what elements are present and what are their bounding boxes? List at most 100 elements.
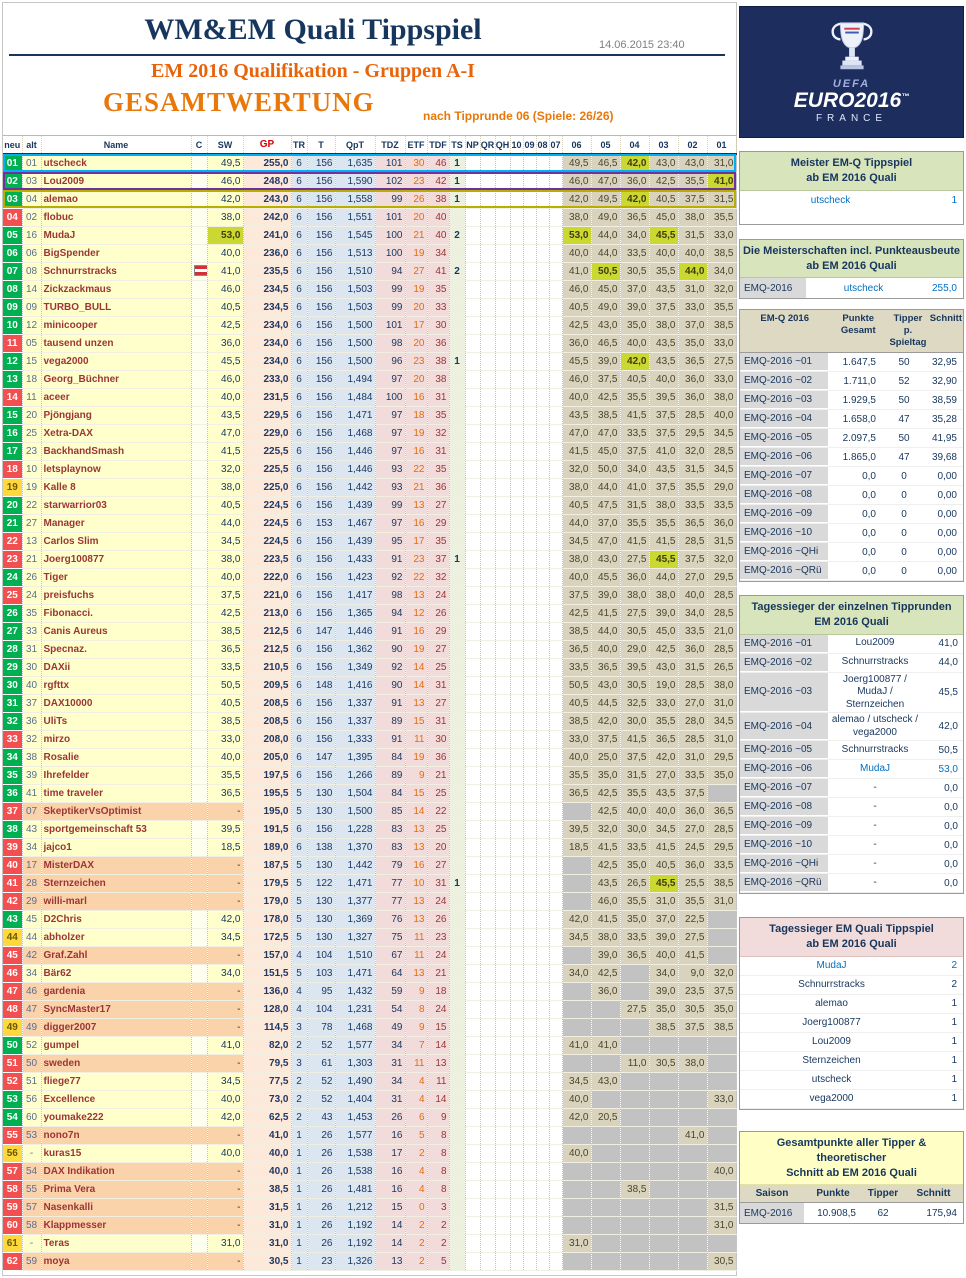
- ts-cell: [449, 856, 466, 875]
- table-row: 28 31 Specnaz. 36,5 212,5 6 156 1,362 90 19 27 36,5…: [3, 640, 737, 659]
- tips-count-cell: 156: [307, 586, 336, 605]
- tdf-cell: 46: [427, 154, 450, 173]
- round-score-cell: 50,0: [591, 460, 621, 479]
- country-cell: [191, 424, 208, 443]
- round-score-cell: 40,0: [591, 640, 621, 659]
- np-cell: [465, 766, 481, 785]
- tips-count-cell: 156: [307, 280, 336, 299]
- qh-cell: [495, 154, 511, 173]
- round-score-cell: 30,5: [707, 1252, 737, 1271]
- qr-cell: [480, 658, 496, 677]
- rounds-count-cell: 6: [291, 730, 308, 749]
- country-cell: [191, 1252, 208, 1271]
- winner-name: Schnurrstracks: [841, 743, 909, 755]
- tips-count-cell: 156: [307, 424, 336, 443]
- round-score-cell: 40,5: [649, 856, 679, 875]
- round-score-cell: 46,5: [591, 334, 621, 353]
- day-winners-title: Tagessieger EM Quali Tippspiel ab EM 201…: [740, 918, 963, 957]
- ts-cell: [449, 1072, 466, 1091]
- round-score-cell: 31,0: [707, 1216, 737, 1235]
- tdz-cell: 84: [375, 748, 406, 767]
- country-cell: [191, 388, 208, 407]
- stats-rows: EMQ-2016 ~01 1.647,5 50 32,95 EMQ-2016 ~02 1.…: [740, 353, 963, 581]
- round-score-cell: 41,0: [562, 262, 592, 281]
- rank-cell: 12: [3, 352, 23, 371]
- winner-points: 44,0: [938, 657, 958, 669]
- ts-cell: [449, 1198, 466, 1217]
- current-round-score-cell: 49,5: [207, 154, 244, 173]
- qr-cell: [480, 190, 496, 209]
- round-score-cell: 44,0: [591, 622, 621, 641]
- round-score-cell: 36,0: [678, 802, 708, 821]
- round10-cell: [510, 1234, 524, 1253]
- round08-cell: [536, 298, 550, 317]
- round-score-cell: 42,5: [591, 802, 621, 821]
- player-name-cell: mirzo: [41, 730, 192, 749]
- qh-cell: [495, 1108, 511, 1127]
- round-score-cell: [649, 1234, 679, 1253]
- total-points-cell: 213,0: [243, 604, 292, 623]
- round-score-cell: [620, 1090, 650, 1109]
- player-name-cell: fliege77: [41, 1072, 192, 1091]
- round-score-cell: 37,0: [620, 280, 650, 299]
- average-value: 0,00: [937, 489, 957, 501]
- round-score-cell: 37,5: [620, 748, 650, 767]
- np-cell: [465, 748, 481, 767]
- current-round-score-cell: 41,5: [207, 442, 244, 461]
- etf-cell: 17: [405, 532, 428, 551]
- tdz-cell: 94: [375, 604, 406, 623]
- winner-name: -: [873, 800, 877, 812]
- table-row: 24 26 Tiger 40,0 222,0 6 156 1,423 92 22 32 40,0 45,…: [3, 568, 737, 587]
- winner-points: 0,0: [944, 877, 958, 889]
- total-points-cell: 210,5: [243, 658, 292, 677]
- np-cell: [465, 172, 481, 191]
- points-per-tip-cell: 1,395: [335, 748, 376, 767]
- round-score-cell: 46,0: [562, 280, 592, 299]
- country-cell: [191, 1090, 208, 1109]
- current-round-score-cell: 38,5: [207, 712, 244, 731]
- qr-cell: [480, 550, 496, 569]
- rounds-count-cell: 6: [291, 172, 308, 191]
- qr-cell: [480, 280, 496, 299]
- etf-cell: 13: [405, 586, 428, 605]
- etf-cell: 4: [405, 1090, 428, 1109]
- round-score-cell: 37,5: [649, 298, 679, 317]
- qr-cell: [480, 766, 496, 785]
- np-cell: [465, 154, 481, 173]
- round-score-cell: 27,5: [620, 1000, 650, 1019]
- np-cell: [465, 892, 481, 911]
- col-header-alt: alt: [22, 135, 42, 155]
- etf-cell: 2: [405, 1234, 428, 1253]
- round-score-cell: 38,0: [707, 388, 737, 407]
- tdz-cell: 64: [375, 964, 406, 983]
- round-score-cell: [562, 1198, 592, 1217]
- ts-cell: 1: [449, 550, 466, 569]
- round-score-cell: 43,5: [591, 874, 621, 893]
- etf-cell: 16: [405, 442, 428, 461]
- stats-header-points: Punkte Gesamt: [840, 313, 876, 337]
- round08-cell: [536, 1108, 550, 1127]
- qr-cell: [480, 784, 496, 803]
- round-score-cell: 33,0: [707, 334, 737, 353]
- current-round-score-cell: 40,0: [207, 244, 244, 263]
- points-total: 1.647,5: [842, 356, 876, 368]
- player-name-cell: MisterDAX: [41, 856, 192, 875]
- round07-cell: [549, 298, 563, 317]
- ts-cell: [449, 1090, 466, 1109]
- round09-cell: [523, 604, 537, 623]
- player-name-cell: youmake222: [41, 1108, 192, 1127]
- round-score-cell: 39,0: [649, 928, 679, 947]
- qr-cell: [480, 640, 496, 659]
- prev-rank-cell: 38: [22, 748, 42, 767]
- player-name-cell: kuras15: [41, 1144, 192, 1163]
- np-cell: [465, 658, 481, 677]
- etf-cell: 13: [405, 820, 428, 839]
- rounds-count-cell: 6: [291, 370, 308, 389]
- round09-cell: [523, 712, 537, 731]
- qh-cell: [495, 496, 511, 515]
- total-header-points: Punkte: [816, 1188, 850, 1200]
- round08-cell: [536, 568, 550, 587]
- ts-cell: [449, 820, 466, 839]
- stats-row: EMQ-2016 ~03 1.929,5 50 38,59: [740, 391, 963, 410]
- rounds-count-cell: 6: [291, 298, 308, 317]
